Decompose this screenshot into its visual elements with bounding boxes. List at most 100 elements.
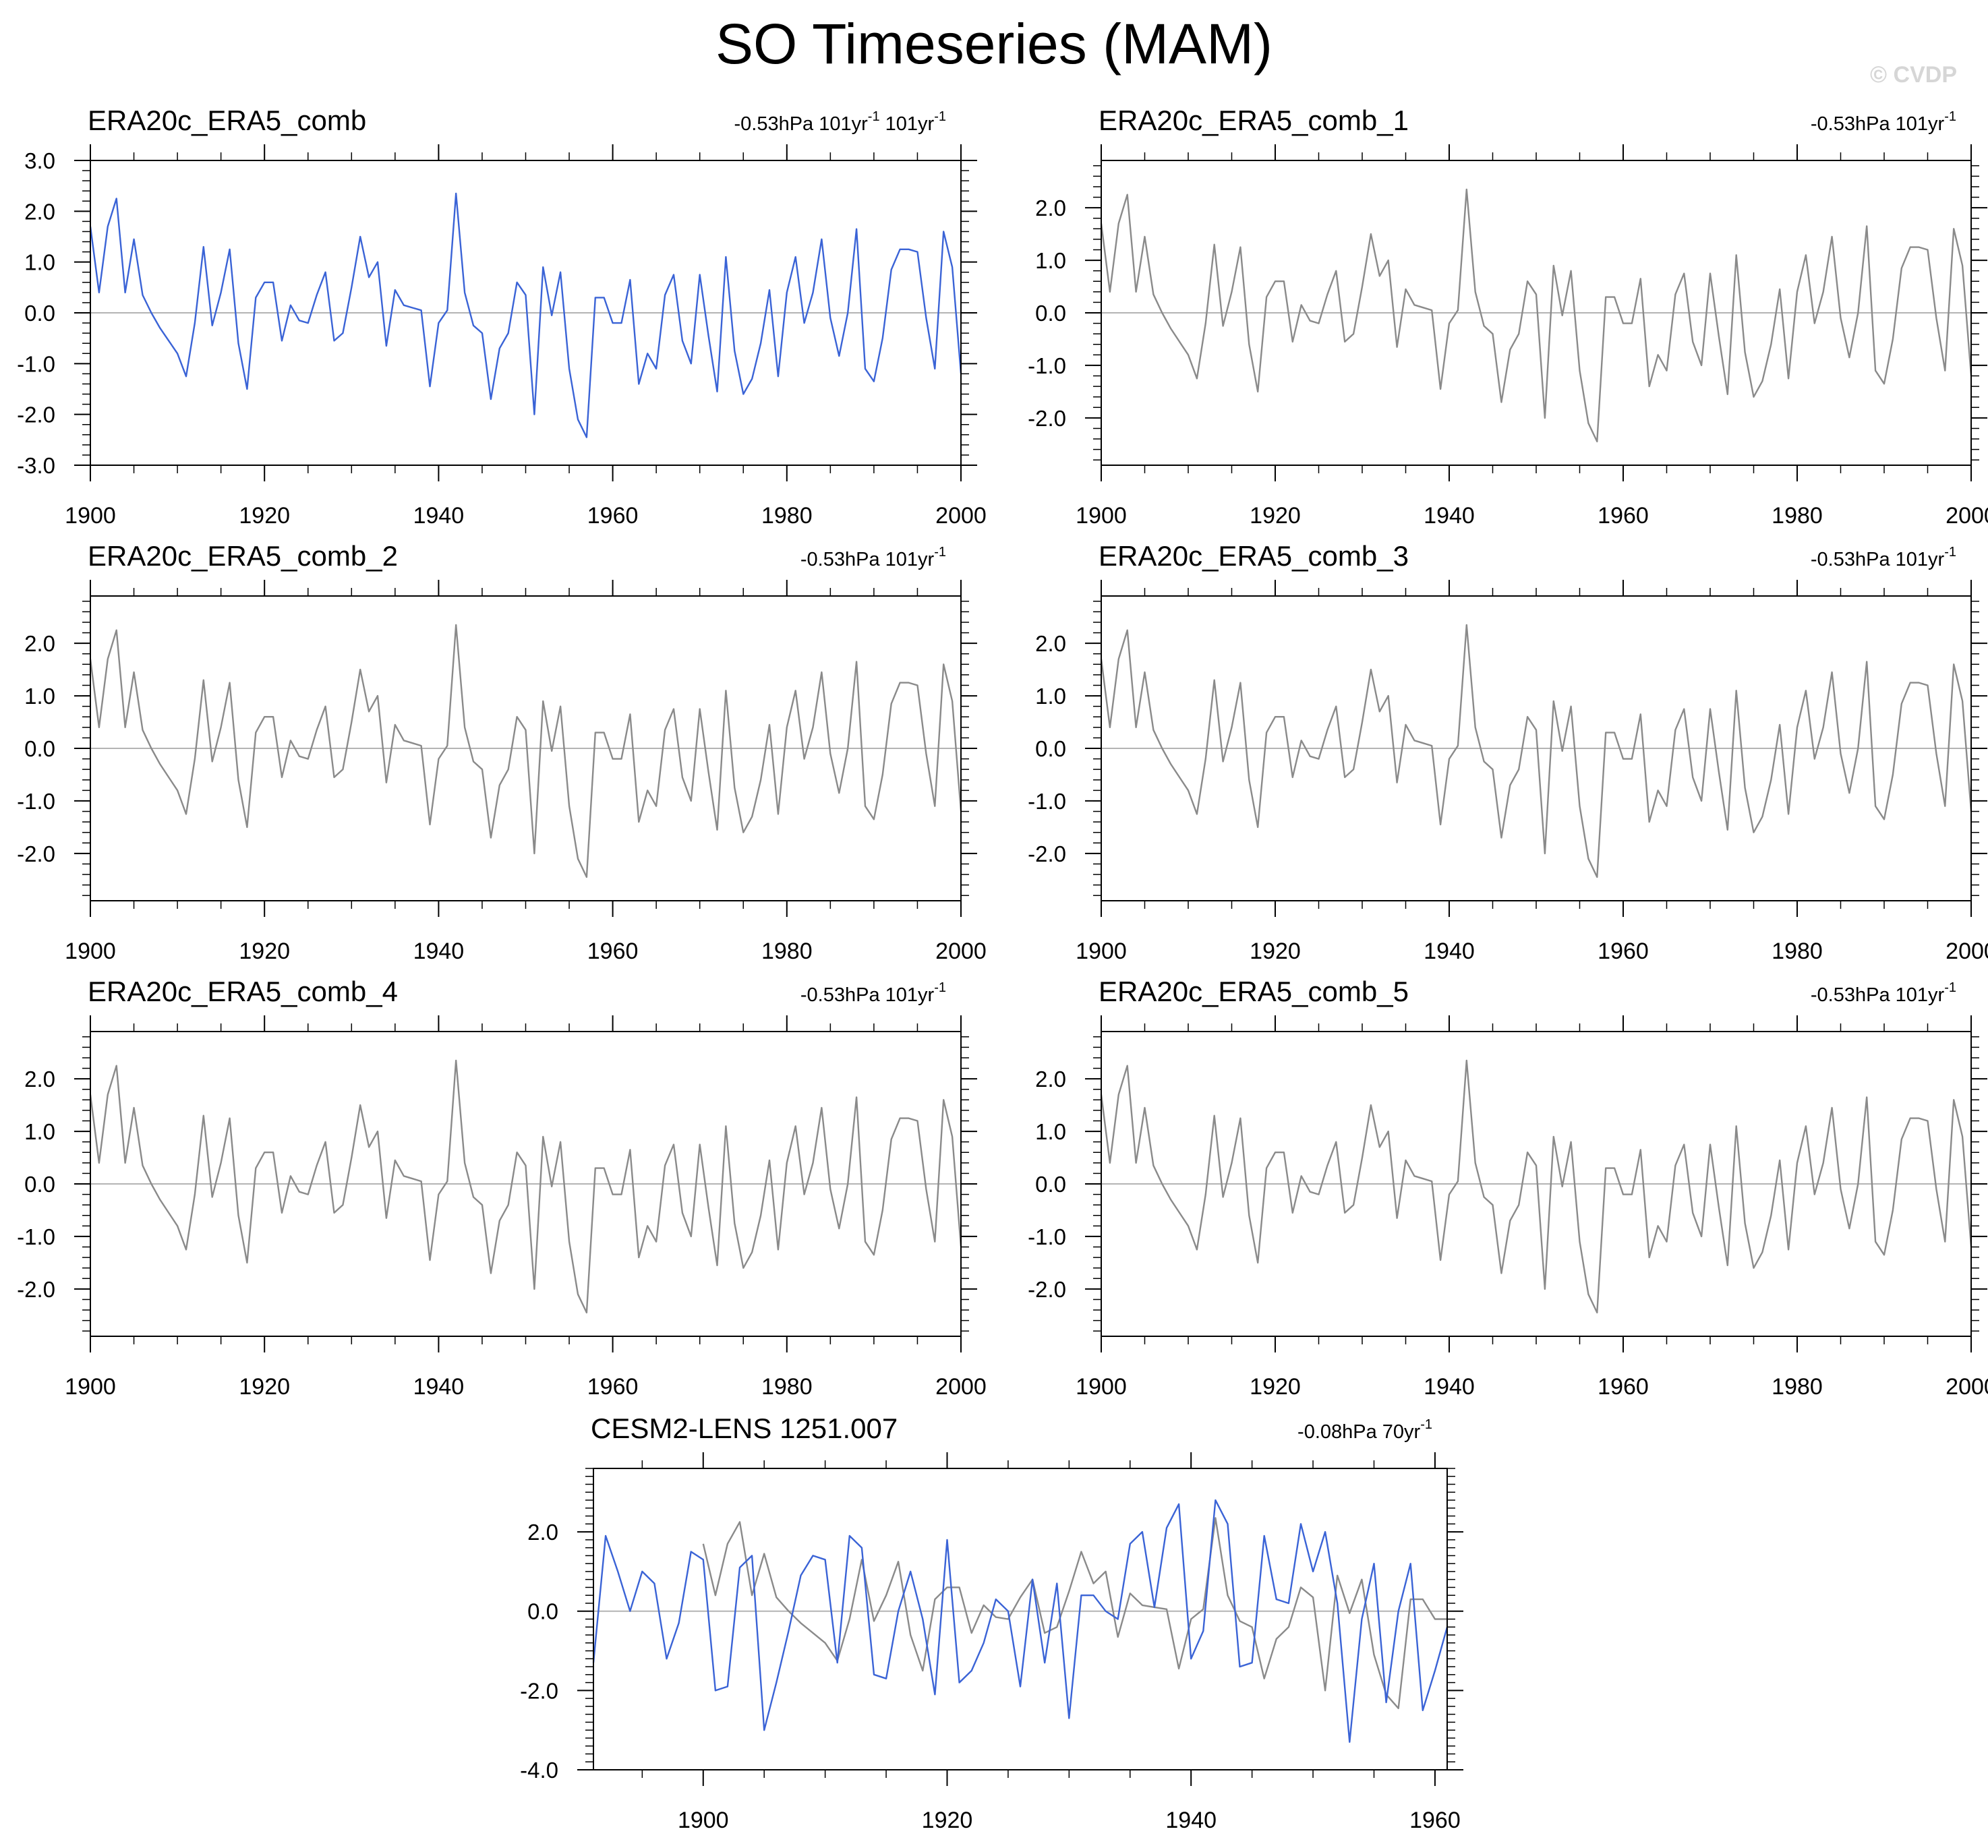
- x-tick-label: 1940: [413, 938, 465, 964]
- y-tick-label: 2.0: [1035, 631, 1066, 656]
- plot-frame: [1101, 160, 1972, 466]
- panel-title: CESM2-LENS 1251.007: [591, 1412, 898, 1444]
- panel-title: ERA20c_ERA5_comb_2: [88, 540, 398, 572]
- y-tick-label: 0.0: [1035, 736, 1066, 761]
- x-tick-label: 1920: [922, 1808, 973, 1833]
- y-tick-label: -1.0: [1028, 789, 1066, 814]
- cvdp-watermark: © CVDP: [1870, 62, 1957, 88]
- x-tick-label: 1920: [239, 938, 290, 964]
- x-tick-label: 1900: [1076, 1374, 1127, 1400]
- series-line-1: [702, 1517, 1447, 1710]
- chart-panel-1: -3.0 -2.0 -1.0 0.0 1.0 2.0 3.0 1900 1920 1940 1960…: [17, 105, 987, 529]
- plot-frame: [90, 1031, 962, 1337]
- y-tick-label: -1.0: [17, 351, 55, 376]
- x-tick-label: 1900: [65, 938, 116, 964]
- series-line-1: [89, 624, 962, 878]
- x-tick-label: 1980: [761, 1374, 813, 1400]
- chart-panel-2: -2.0 -1.0 0.0 1.0 2.0 1900 1920 1940 1960 1980 200…: [1028, 105, 1988, 529]
- y-tick-label: -1.0: [17, 789, 55, 814]
- x-tick-label: 1980: [761, 503, 813, 529]
- x-tick-label: 1980: [1772, 1374, 1823, 1400]
- panel-title: ERA20c_ERA5_comb_3: [1099, 540, 1409, 572]
- panel-title: ERA20c_ERA5_comb_1: [1099, 105, 1409, 136]
- y-tick-label: -2.0: [17, 1277, 55, 1302]
- y-tick-label: 1.0: [24, 684, 55, 709]
- y-tick-label: 0.0: [24, 1172, 55, 1197]
- y-tick-label: -2.0: [17, 841, 55, 866]
- trend-label: -0.53hPa 101yr-1 101yr-1: [734, 109, 946, 135]
- trend-label: -0.53hPa 101yr-1: [1811, 980, 1956, 1006]
- y-tick-label: -1.0: [1028, 353, 1066, 378]
- x-tick-label: 1960: [1598, 1374, 1649, 1400]
- panel-title: ERA20c_ERA5_comb_5: [1099, 976, 1409, 1007]
- panel-title: ERA20c_ERA5_comb_4: [88, 976, 398, 1007]
- plot-frame: [1101, 595, 1972, 901]
- y-tick-label: 2.0: [24, 199, 55, 224]
- y-tick-label: -2.0: [520, 1678, 558, 1703]
- figure-title: SO Timeseries (MAM): [715, 12, 1273, 76]
- y-tick-label: -1.0: [17, 1224, 55, 1249]
- trend-label: -0.53hPa 101yr-1: [1811, 109, 1956, 135]
- y-tick-label: 1.0: [24, 250, 55, 275]
- x-tick-label: 1900: [678, 1808, 729, 1833]
- x-tick-label: 1960: [587, 1374, 639, 1400]
- series-line-1: [89, 1059, 962, 1314]
- y-tick-label: 2.0: [1035, 196, 1066, 220]
- x-tick-label: 1920: [239, 503, 290, 529]
- x-tick-label: 1940: [1165, 1808, 1217, 1833]
- x-tick-label: 1940: [1424, 938, 1475, 964]
- x-tick-label: 2000: [935, 1374, 987, 1400]
- y-tick-label: 0.0: [527, 1599, 558, 1624]
- x-tick-label: 2000: [935, 938, 987, 964]
- y-tick-label: 1.0: [1035, 248, 1066, 273]
- x-tick-label: 1900: [65, 503, 116, 529]
- chart-panel-4: -2.0 -1.0 0.0 1.0 2.0 1900 1920 1940 1960 1980 200…: [1028, 540, 1988, 964]
- y-tick-label: -2.0: [17, 403, 55, 427]
- x-tick-label: 2000: [935, 503, 987, 529]
- x-tick-label: 2000: [1946, 503, 1988, 529]
- chart-panel-7: -4.0 -2.0 0.0 2.0 1900 1920 1940 1960 CESM2-LENS…: [520, 1412, 1463, 1833]
- x-tick-label: 1920: [1250, 938, 1301, 964]
- panel-title: ERA20c_ERA5_comb: [88, 105, 366, 136]
- series-line-1: [1100, 1059, 1972, 1314]
- x-tick-label: 2000: [1946, 1374, 1988, 1400]
- x-tick-label: 1960: [1409, 1808, 1461, 1833]
- chart-panel-6: -2.0 -1.0 0.0 1.0 2.0 1900 1920 1940 1960 1980 200…: [1028, 976, 1988, 1400]
- plot-frame: [90, 595, 962, 901]
- plot-frame: [1101, 1031, 1972, 1337]
- y-tick-label: -2.0: [1028, 1277, 1066, 1302]
- plot-frame: [90, 160, 962, 466]
- x-tick-label: 1940: [413, 503, 465, 529]
- x-tick-label: 1920: [1250, 503, 1301, 529]
- trend-label: -0.08hPa 70yr-1: [1297, 1417, 1432, 1443]
- y-tick-label: -1.0: [1028, 1224, 1066, 1249]
- x-tick-label: 1960: [1598, 503, 1649, 529]
- trend-label: -0.53hPa 101yr-1: [800, 545, 946, 570]
- trend-label: -0.53hPa 101yr-1: [800, 980, 946, 1006]
- y-tick-label: -3.0: [17, 453, 55, 478]
- series-line-1: [89, 192, 962, 438]
- y-tick-label: 0.0: [24, 301, 55, 326]
- y-tick-label: 0.0: [1035, 301, 1066, 326]
- x-tick-label: 1960: [587, 503, 639, 529]
- x-tick-label: 1900: [65, 1374, 116, 1400]
- x-tick-label: 1920: [239, 1374, 290, 1400]
- series-line-1: [1100, 624, 1972, 878]
- y-tick-label: -4.0: [520, 1758, 558, 1783]
- chart-panel-5: -2.0 -1.0 0.0 1.0 2.0 1900 1920 1940 1960 1980 200…: [17, 976, 987, 1400]
- x-tick-label: 1980: [1772, 938, 1823, 964]
- y-tick-label: -2.0: [1028, 841, 1066, 866]
- y-tick-label: 0.0: [24, 736, 55, 761]
- y-tick-label: 3.0: [24, 148, 55, 173]
- chart-panel-3: -2.0 -1.0 0.0 1.0 2.0 1900 1920 1940 1960 1980 200…: [17, 540, 987, 964]
- x-tick-label: 1960: [587, 938, 639, 964]
- x-tick-label: 1940: [413, 1374, 465, 1400]
- y-tick-label: 0.0: [1035, 1172, 1066, 1197]
- x-tick-label: 2000: [1946, 938, 1988, 964]
- x-tick-label: 1900: [1076, 938, 1127, 964]
- series-line-2: [592, 1499, 1449, 1743]
- plot-frame: [593, 1468, 1448, 1770]
- x-tick-label: 1940: [1424, 1374, 1475, 1400]
- y-tick-label: 1.0: [24, 1119, 55, 1144]
